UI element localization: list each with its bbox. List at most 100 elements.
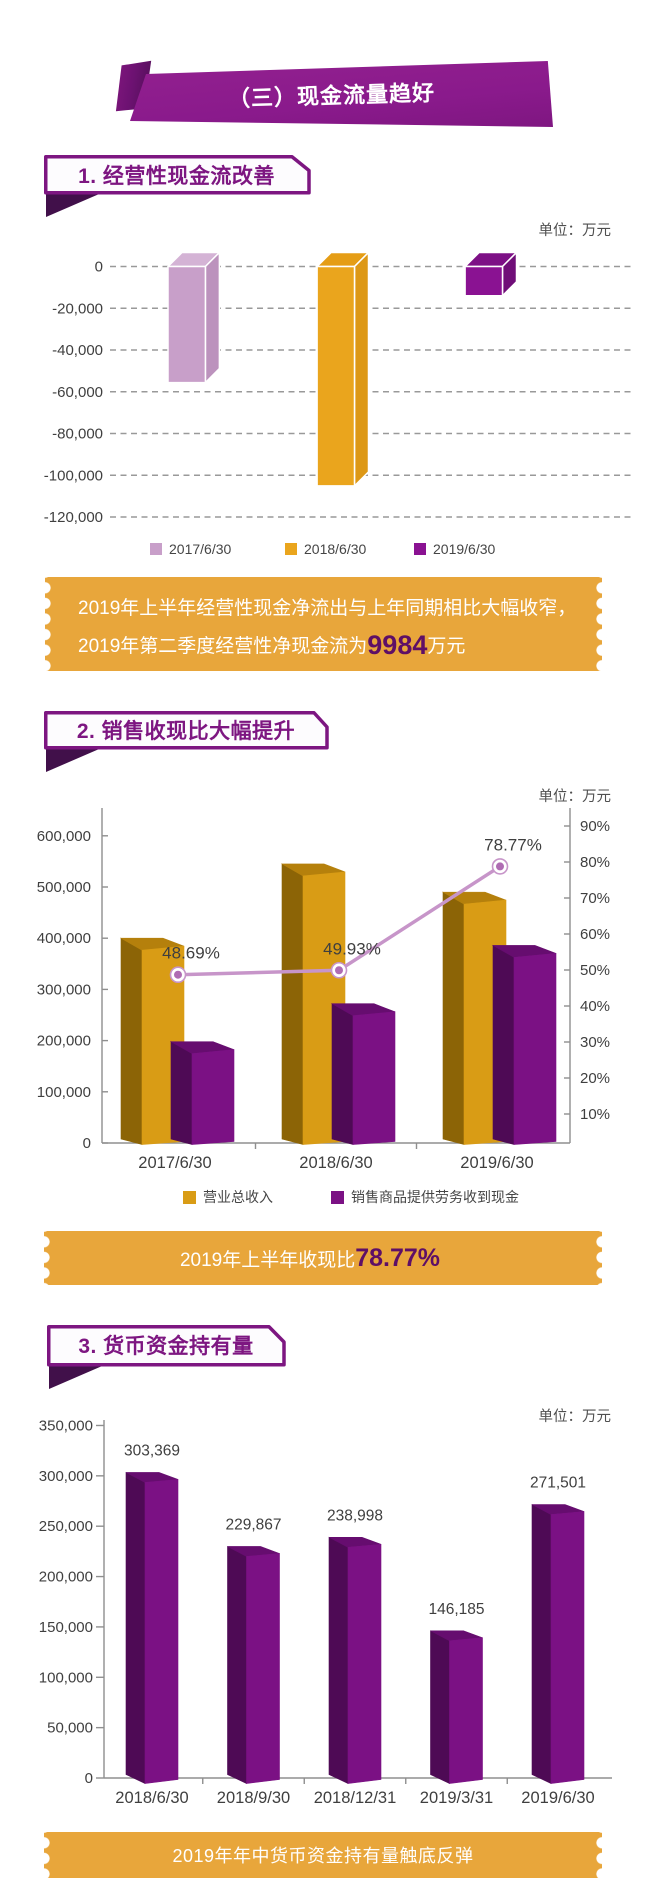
bar-2019/6/30 <box>464 251 518 297</box>
bar-front-face <box>167 265 207 384</box>
section3-header-fold <box>49 1366 101 1389</box>
y-axis-label: 0 <box>85 1770 93 1787</box>
y-axis-label: 0 <box>95 259 103 276</box>
callout-operating-cash-flow: 2019年上半年经营性现金净流出与上年同期相比大幅收窄， 2019年第二季度经营… <box>38 577 609 671</box>
bar-front-face <box>464 265 504 297</box>
y-axis-label: -100,000 <box>44 467 103 484</box>
left-axis-label: 300,000 <box>37 981 91 998</box>
right-axis-label: 40% <box>580 998 610 1015</box>
banner-ribbon: （三）现金流量趋好 <box>129 61 553 127</box>
legend-item: 销售商品提供劳务收到现金 <box>331 1187 519 1207</box>
y-axis-label: -40,000 <box>52 342 103 359</box>
bar-2017/6/30 <box>167 251 221 384</box>
ratio-point-label: 48.69% <box>162 944 220 963</box>
legend-label: 销售商品提供劳务收到现金 <box>351 1189 519 1205</box>
right-axis-label: 10% <box>580 1106 610 1123</box>
legend-label: 2018/6/30 <box>304 541 367 557</box>
section3-heading: 3. 货币资金持有量 <box>78 1334 254 1358</box>
section2-header-box <box>44 711 329 750</box>
bar-value-label: 271,501 <box>530 1475 586 1492</box>
y-axis-label: 50,000 <box>47 1720 93 1737</box>
y-axis-label: 200,000 <box>39 1569 93 1586</box>
chart3-cash-holdings: 0 50,000 100,000 150,000 200,000 250,000 300,0… <box>39 1417 612 1807</box>
callout1-text: 2019年上半年经营性现金净流出与上年同期相比大幅收窄， 2019年第二季度经营… <box>78 590 576 665</box>
right-axis-label: 60% <box>580 926 610 943</box>
chart2-unit-label: 单位：万元 <box>538 789 612 805</box>
bar-value-label: 229,867 <box>225 1516 281 1533</box>
bar-value-label: 238,998 <box>327 1507 383 1524</box>
category-label: 2019/6/30 <box>460 1154 533 1172</box>
category-label: 2018/6/30 <box>299 1154 372 1172</box>
bar-side-face <box>442 891 465 1145</box>
section2-heading: 2. 销售收现比大幅提升 <box>76 719 296 743</box>
y-axis-label: 100,000 <box>39 1669 93 1686</box>
left-axis-label: 500,000 <box>37 879 91 896</box>
callout1-line2-prefix: 2019年第二季度经营性净现金流为 <box>78 636 368 657</box>
bar-2018/6/30 <box>125 1471 179 1784</box>
category-label: 2018/12/31 <box>314 1789 397 1807</box>
bar-side-face <box>170 1041 193 1145</box>
bar-front-face <box>144 1479 179 1784</box>
bar-front-face <box>550 1511 585 1784</box>
legend-item: 2018/6/30 <box>285 541 366 557</box>
callout1-highlight: 9984 <box>367 630 428 660</box>
bar-销售商品提供劳务收到现金-2018/6/30 <box>330 1003 396 1145</box>
callout-cash-ratio: 2019年上半年收现比 78.77% <box>37 1231 609 1285</box>
chart2-legend: 营业总收入 销售商品提供劳务收到现金 <box>0 1187 650 1205</box>
left-axis-label: 200,000 <box>37 1033 91 1050</box>
right-axis-label: 20% <box>580 1070 610 1087</box>
bar-2019/6/30 <box>531 1504 585 1784</box>
callout1-line1: 2019年上半年经营性现金净流出与上年同期相比大幅收窄， <box>78 598 577 619</box>
bar-side-face <box>353 251 370 487</box>
y-axis-label: -120,000 <box>44 509 103 526</box>
chart3-unit-label: 单位：万元 <box>538 1409 612 1425</box>
bar-side-face <box>531 1504 552 1784</box>
section1-heading: 1. 经营性现金流改善 <box>78 164 275 188</box>
bar-销售商品提供劳务收到现金-2017/6/30 <box>169 1041 235 1145</box>
page-title: （三）现金流量趋好 <box>228 80 436 112</box>
left-axis-label: 400,000 <box>37 930 91 947</box>
y-axis-label: 150,000 <box>39 1619 93 1636</box>
bar-front-face <box>449 1637 483 1784</box>
legend-swatch <box>183 1190 196 1204</box>
bar-side-face <box>328 1536 349 1784</box>
legend-swatch <box>414 543 426 555</box>
legend-label: 2019/6/30 <box>433 541 496 557</box>
bar-side-face <box>281 863 304 1145</box>
category-label: 2019/3/31 <box>420 1789 493 1807</box>
chart1-unit-label: 单位：万元 <box>538 223 612 239</box>
y-axis-label: 250,000 <box>39 1518 93 1535</box>
legend-swatch <box>150 543 162 555</box>
callout2-highlight: 78.77% <box>355 1243 441 1272</box>
category-label: 2017/6/30 <box>138 1154 211 1172</box>
ratio-point-label: 49.93% <box>323 939 381 958</box>
bar-side-face <box>430 1630 450 1784</box>
section1-header-fold <box>46 194 98 217</box>
ratio-marker-dot <box>174 970 182 979</box>
bar-2018/9/30 <box>227 1545 280 1784</box>
legend-label: 2017/6/30 <box>169 541 232 557</box>
bar-front-face <box>347 1543 382 1784</box>
bar-side-face <box>227 1545 247 1784</box>
chart1-operating-cash-flow: 0 -20,000 -40,000 -60,000 -80,000 -100,000 -12… <box>44 251 632 526</box>
chart2-sales-cash-ratio: 0 100,000 200,000 300,000 400,000 500,000 600,… <box>37 808 610 1172</box>
legend-swatch <box>285 543 297 555</box>
left-axis-label: 0 <box>83 1135 91 1152</box>
y-axis-label: -80,000 <box>52 426 103 443</box>
section2-header-frame <box>44 711 329 772</box>
callout1-line2-suffix: 万元 <box>427 636 466 657</box>
legend-item: 营业总收入 <box>183 1187 273 1207</box>
ratio-marker-dot <box>335 966 343 975</box>
ratio-point-label: 78.77% <box>484 835 542 854</box>
callout-cash-holdings: 2019年年中货币资金持有量触底反弹 <box>37 1832 609 1878</box>
section2-header-fold <box>46 749 98 772</box>
bar-front-face <box>352 1011 396 1145</box>
bar-side-face <box>331 1003 354 1145</box>
legend-label: 营业总收入 <box>203 1189 273 1205</box>
bar-side-face <box>125 1471 146 1784</box>
section1-header-box <box>44 155 311 195</box>
left-axis-label: 100,000 <box>37 1084 91 1101</box>
bar-front-face <box>513 953 557 1145</box>
section3-header-frame <box>47 1325 286 1389</box>
right-axis-label: 30% <box>580 1034 610 1051</box>
